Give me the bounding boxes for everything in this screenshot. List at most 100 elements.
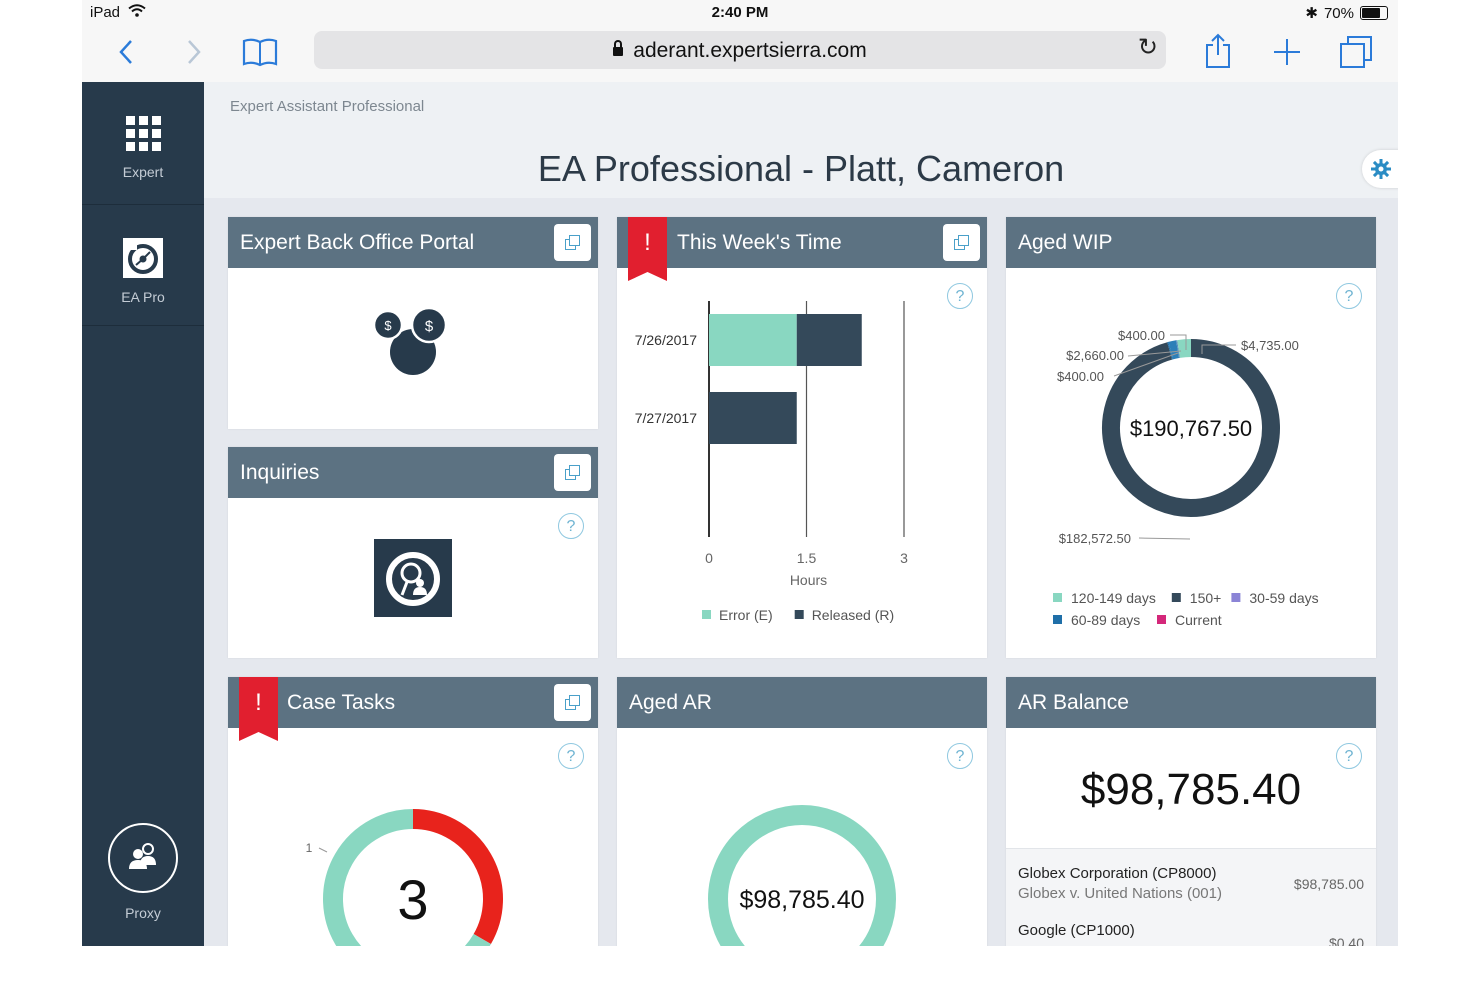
svg-text:$: $ — [384, 318, 392, 333]
page-header: Expert Assistant Professional EA Profess… — [204, 82, 1398, 198]
help-icon[interactable]: ? — [558, 513, 584, 539]
card-header: Inquiries — [228, 447, 598, 498]
tabs-icon — [1340, 36, 1372, 68]
row-amount: $98,785.00 — [1293, 876, 1364, 892]
legend-swatch — [1053, 615, 1062, 624]
expand-button[interactable] — [554, 454, 591, 491]
card-header: Aged AR — [617, 677, 987, 728]
card-title: AR Balance — [1018, 691, 1129, 714]
x-axis-label: Hours — [790, 572, 827, 588]
expand-button[interactable] — [554, 684, 591, 721]
card-inquiries: Inquiries ? — [228, 447, 598, 658]
legend-swatch — [1053, 593, 1062, 602]
help-icon[interactable]: ? — [1336, 743, 1362, 769]
leader-line — [1201, 344, 1236, 354]
money-bags-icon[interactable]: $ $ — [373, 305, 453, 377]
address-bar[interactable]: aderant.expertsierra.com ↻ — [314, 31, 1166, 69]
forward-button[interactable] — [174, 32, 214, 72]
card-title: Inquiries — [240, 461, 320, 484]
sidebar-item-label: Expert — [122, 164, 164, 180]
help-icon[interactable]: ? — [947, 743, 973, 769]
card-back-office-portal: Expert Back Office Portal $ $ — [228, 217, 598, 429]
device-name: iPad — [90, 4, 121, 21]
back-button[interactable] — [106, 32, 146, 72]
legend-label: 30-59 days — [1249, 590, 1318, 606]
legend-swatch — [794, 610, 804, 619]
card-header: Aged WIP — [1006, 217, 1376, 268]
bar — [709, 314, 797, 366]
ar-balance-total: $98,785.40 — [1080, 765, 1302, 814]
legend-swatch — [1231, 593, 1241, 602]
slice-label: $182,572.50 — [1059, 531, 1131, 546]
matter-name: Globex v. United Nations (001) — [1018, 885, 1222, 902]
chevron-left-icon — [119, 40, 132, 64]
url-text: aderant.expertsierra.com — [633, 39, 867, 62]
list-item[interactable]: Google (CP1000) $0.40 — [1018, 922, 1364, 946]
bluetooth-icon: ✱ — [1305, 5, 1318, 22]
bar — [796, 314, 862, 366]
alert-ribbon: ! — [628, 217, 667, 281]
slice-label: $4,735.00 — [1241, 338, 1299, 353]
wip-slice — [1102, 339, 1280, 517]
card-title: This Week's Time — [677, 231, 842, 254]
weeks-time-chart: 0 1.5 3 Hours 7/26/2017 7/27/2017 Error (E) Rel… — [635, 301, 908, 623]
ar-slice — [708, 805, 896, 946]
url-display: aderant.expertsierra.com — [314, 39, 1166, 63]
client-name: Google (CP1000) — [1018, 922, 1135, 939]
legend-label: 150+ — [1190, 590, 1222, 606]
leader-line — [1138, 537, 1191, 540]
aged-ar-chart[interactable]: $98,785.40 — [617, 728, 987, 946]
aged-wip-chart: $190,767.50 $400.00 $2,660.00 $400.00 $4,735… — [1053, 328, 1319, 628]
proxy-label: Proxy — [125, 905, 161, 921]
legend-swatch — [702, 610, 711, 619]
leader-line — [1113, 352, 1179, 377]
tabs-button[interactable] — [1336, 32, 1376, 72]
list-item[interactable]: Globex Corporation (CP8000) Globex v. Un… — [1018, 865, 1364, 902]
breadcrumb[interactable]: Expert Assistant Professional — [230, 98, 425, 115]
x-tick-label: 1.5 — [797, 550, 817, 566]
svg-text:$: $ — [425, 318, 434, 335]
settings-button[interactable] — [1362, 150, 1398, 188]
card-aged-wip: Aged WIP ? $190,767.50 $400.00 $2,660.00 $4… — [1006, 217, 1376, 658]
sidebar-divider — [82, 204, 204, 205]
y-tick-label: 7/27/2017 — [635, 410, 697, 426]
proxy-icon — [108, 823, 178, 893]
slice-label: $2,660.00 — [1066, 348, 1124, 363]
proxy-button[interactable]: Proxy — [82, 823, 204, 921]
gear-icon — [1371, 159, 1391, 179]
card-header: AR Balance — [1006, 677, 1376, 728]
legend-label: 60-89 days — [1071, 612, 1140, 628]
sidebar-item-expert[interactable]: Expert — [82, 116, 204, 180]
card-header: Case Tasks — [228, 677, 598, 728]
help-icon[interactable]: ? — [947, 283, 973, 309]
book-icon — [242, 38, 278, 67]
card-header: Expert Back Office Portal — [228, 217, 598, 268]
chevron-right-icon — [188, 40, 201, 64]
clock: 2:40 PM — [711, 4, 769, 21]
ar-center-label: $98,785.40 — [739, 886, 864, 914]
grid-icon — [125, 116, 161, 151]
case-tasks-chart[interactable]: 31 — [228, 728, 598, 946]
sidebar-divider — [82, 325, 204, 326]
help-icon[interactable]: ? — [1336, 283, 1362, 309]
sidebar-item-ea-pro[interactable]: EA Pro — [82, 238, 204, 305]
sidebar: Expert EA Pro — [82, 82, 204, 946]
bookmarks-button[interactable] — [240, 32, 280, 72]
status-right: ✱ 70% — [1305, 4, 1388, 22]
plus-icon — [1274, 39, 1300, 65]
help-icon[interactable]: ? — [558, 743, 584, 769]
reload-icon[interactable]: ↻ — [1137, 34, 1158, 61]
expand-button[interactable] — [554, 224, 591, 261]
share-button[interactable] — [1198, 32, 1238, 72]
inquiries-icon[interactable] — [374, 539, 452, 617]
card-title: Aged WIP — [1018, 231, 1113, 254]
legend-swatch — [1157, 615, 1166, 624]
ar-balance-list: Globex Corporation (CP8000) Globex v. Un… — [1006, 848, 1376, 946]
expand-button[interactable] — [943, 224, 980, 261]
legend-label: Error (E) — [719, 607, 773, 623]
card-ar-balance: AR Balance ? $98,785.40 Globex Corporati… — [1006, 677, 1376, 946]
tasks-slice — [412, 809, 503, 944]
card-title: Aged AR — [629, 691, 712, 714]
wip-slice — [1168, 340, 1180, 360]
new-tab-button[interactable] — [1267, 32, 1307, 72]
